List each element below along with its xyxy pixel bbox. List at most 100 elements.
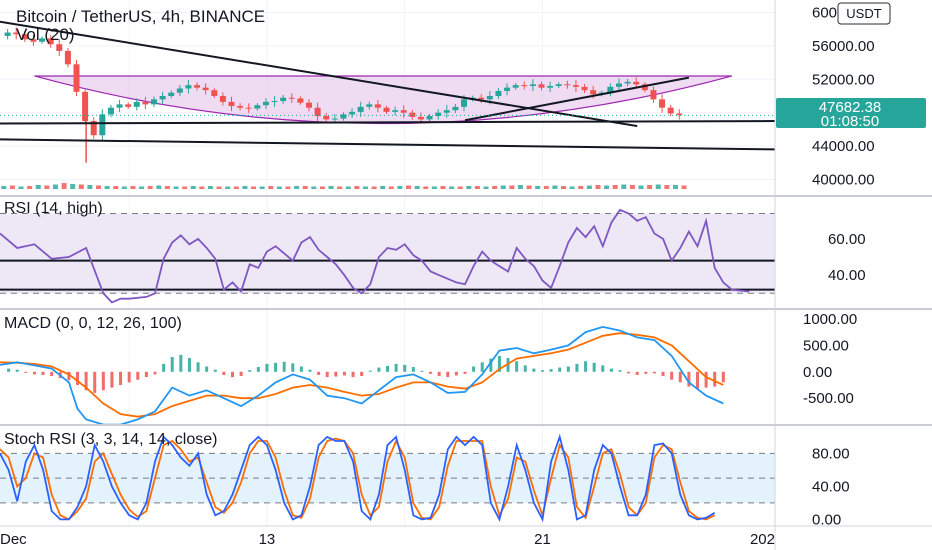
macd-histogram-bar <box>41 371 45 375</box>
macd-histogram-bar <box>480 362 484 372</box>
volume-bar <box>259 186 265 189</box>
candle-body <box>564 84 571 86</box>
macd-histogram-bar <box>618 370 622 372</box>
volume-bar <box>543 186 549 189</box>
macd-axis-label: -500.00 <box>803 390 854 407</box>
macd-histogram-bar <box>644 371 648 374</box>
candle-body <box>400 110 407 113</box>
candle-body <box>280 97 287 102</box>
candle-body <box>133 101 140 107</box>
volume-bar <box>164 186 170 189</box>
macd-histogram-bar <box>265 363 269 372</box>
macd-label: MACD (0, 0, 12, 26, 100) <box>4 315 182 332</box>
candle-body <box>90 121 97 136</box>
candle-body <box>357 106 364 112</box>
volume-bar <box>483 186 489 189</box>
macd-histogram-bar <box>403 364 407 372</box>
macd-histogram-bar <box>713 371 717 387</box>
volume-bar <box>121 186 127 189</box>
volume-bar <box>595 185 601 189</box>
macd-histogram-bar <box>325 371 329 378</box>
candle-body <box>99 114 106 136</box>
volume-bar <box>371 186 377 189</box>
candle-body <box>39 38 46 42</box>
macd-histogram-bar <box>24 371 28 373</box>
candle-body <box>452 106 459 111</box>
candle-body <box>73 64 80 92</box>
candle-body <box>151 99 157 105</box>
volume-bar <box>586 185 592 189</box>
candle-body <box>383 107 390 112</box>
volume-bar <box>431 186 437 189</box>
volume-bar <box>440 186 446 189</box>
chart-title: Bitcoin / TetherUS, 4h, BINANCE <box>16 7 265 26</box>
macd-histogram-bar <box>162 363 166 372</box>
macd-histogram-bar <box>429 371 433 374</box>
stoch-axis-label: 40.00 <box>812 478 850 495</box>
price-axis-label: 44000.00 <box>812 138 875 155</box>
macd-histogram-bar <box>187 358 191 372</box>
volume-bar <box>242 186 248 189</box>
candle-body <box>667 107 674 114</box>
candle-body <box>64 50 71 65</box>
macd-axis-label: 500.00 <box>803 337 849 354</box>
volume-bar <box>1 186 7 189</box>
macd-histogram-bar <box>76 371 79 385</box>
macd-histogram-bar <box>420 370 424 372</box>
macd-histogram-bar <box>299 366 303 372</box>
volume-bar <box>397 186 403 189</box>
macd-histogram-bar <box>532 368 536 372</box>
macd-histogram-bar <box>360 371 364 377</box>
candle-body <box>211 90 218 96</box>
macd-histogram-bar <box>670 371 674 380</box>
candle-body <box>21 34 28 40</box>
volume-bar <box>517 185 523 189</box>
price-pane[interactable] <box>0 20 776 189</box>
volume-bar <box>156 185 162 189</box>
macd-histogram-bar <box>696 371 699 390</box>
candle-body <box>262 101 269 106</box>
currency-tag[interactable]: USDT <box>837 2 891 25</box>
volume-bar <box>449 186 455 189</box>
volume-bar <box>474 186 480 189</box>
candle-body <box>82 91 89 122</box>
volume-bar <box>466 186 472 189</box>
candle-body <box>512 85 519 88</box>
macd-histogram-bar <box>196 362 200 372</box>
candle-body <box>495 90 502 96</box>
trendline-lower-support <box>0 138 776 151</box>
candle-body <box>409 112 416 117</box>
volume-bar <box>207 186 213 189</box>
candle-body <box>297 98 304 103</box>
volume-bar <box>647 185 653 189</box>
rsi-pane[interactable] <box>0 208 775 304</box>
candle-body <box>641 84 648 91</box>
macd-histogram-bar <box>454 371 458 376</box>
candle-body <box>176 88 183 93</box>
candle-body <box>529 84 536 86</box>
candle-body <box>417 116 424 120</box>
volume-bar <box>52 184 58 189</box>
volume-bar <box>638 185 644 189</box>
candle-body <box>142 101 149 105</box>
stoch-rsi-pane[interactable] <box>0 433 775 523</box>
macd-histogram-bar <box>84 371 88 391</box>
macd-histogram-bar <box>523 365 527 372</box>
time-axis-label: 202 <box>750 531 775 548</box>
macd-histogram-bar <box>153 371 157 375</box>
macd-histogram-bar <box>489 358 493 372</box>
candle-body <box>168 92 175 96</box>
volume-bar <box>604 185 610 189</box>
macd-histogram-bar <box>541 370 544 372</box>
candle-body <box>486 96 493 100</box>
macd-histogram-bar <box>15 369 19 372</box>
volume-bar <box>406 185 412 189</box>
candle-body <box>56 44 63 51</box>
candle-body <box>624 81 631 84</box>
volume-bar <box>70 184 76 189</box>
candle-body <box>288 97 295 99</box>
volume-bar <box>311 186 317 189</box>
macd-histogram-bar <box>127 371 131 383</box>
